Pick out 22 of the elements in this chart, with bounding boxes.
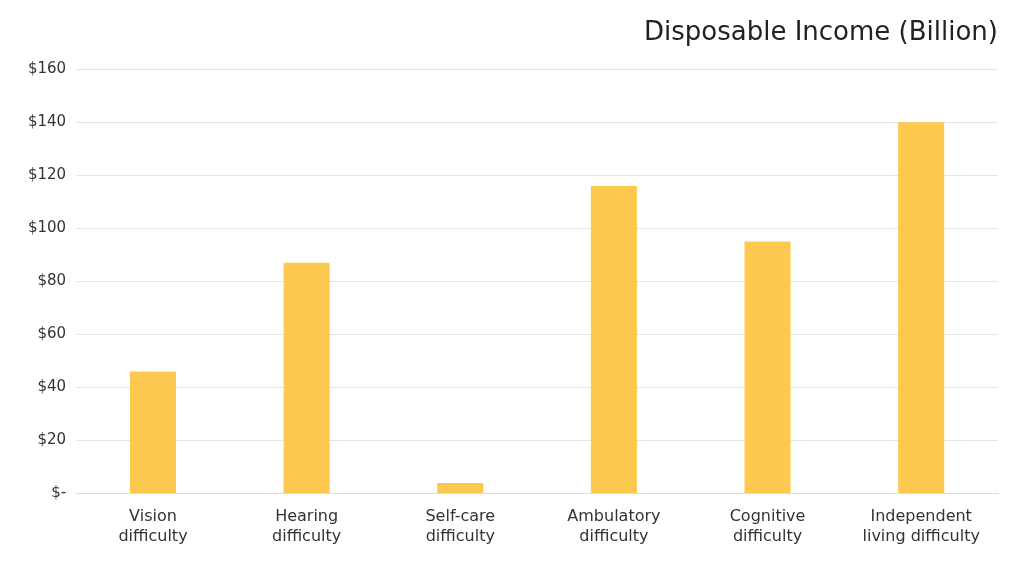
x-tick-label: Hearing difficulty bbox=[272, 506, 342, 545]
y-tick-label: $100 bbox=[27, 218, 67, 237]
y-tick-label: $120 bbox=[27, 165, 67, 184]
bar bbox=[590, 185, 637, 494]
y-tick-label: $60 bbox=[37, 324, 67, 343]
x-tick-label: Self-care difficulty bbox=[425, 506, 496, 545]
x-tick-label: Independent living difficulty bbox=[862, 506, 980, 545]
y-tick-label: $80 bbox=[37, 271, 67, 290]
bar bbox=[437, 482, 484, 494]
y-tick-label: $- bbox=[51, 483, 67, 502]
y-tick-label: $160 bbox=[27, 59, 67, 78]
y-tick-label: $20 bbox=[37, 430, 67, 449]
x-tick-label: Cognitive difficulty bbox=[729, 506, 806, 545]
chart-title: Disposable Income (Billion) bbox=[643, 16, 998, 47]
y-tick-label: $140 bbox=[27, 112, 67, 131]
x-tick-label: Vision difficulty bbox=[118, 506, 188, 545]
bar bbox=[283, 262, 330, 494]
bar bbox=[129, 371, 177, 494]
bar bbox=[744, 241, 791, 494]
y-tick-label: $40 bbox=[37, 377, 67, 396]
bar bbox=[898, 122, 945, 494]
x-tick-label: Ambulatory difficulty bbox=[567, 506, 661, 545]
